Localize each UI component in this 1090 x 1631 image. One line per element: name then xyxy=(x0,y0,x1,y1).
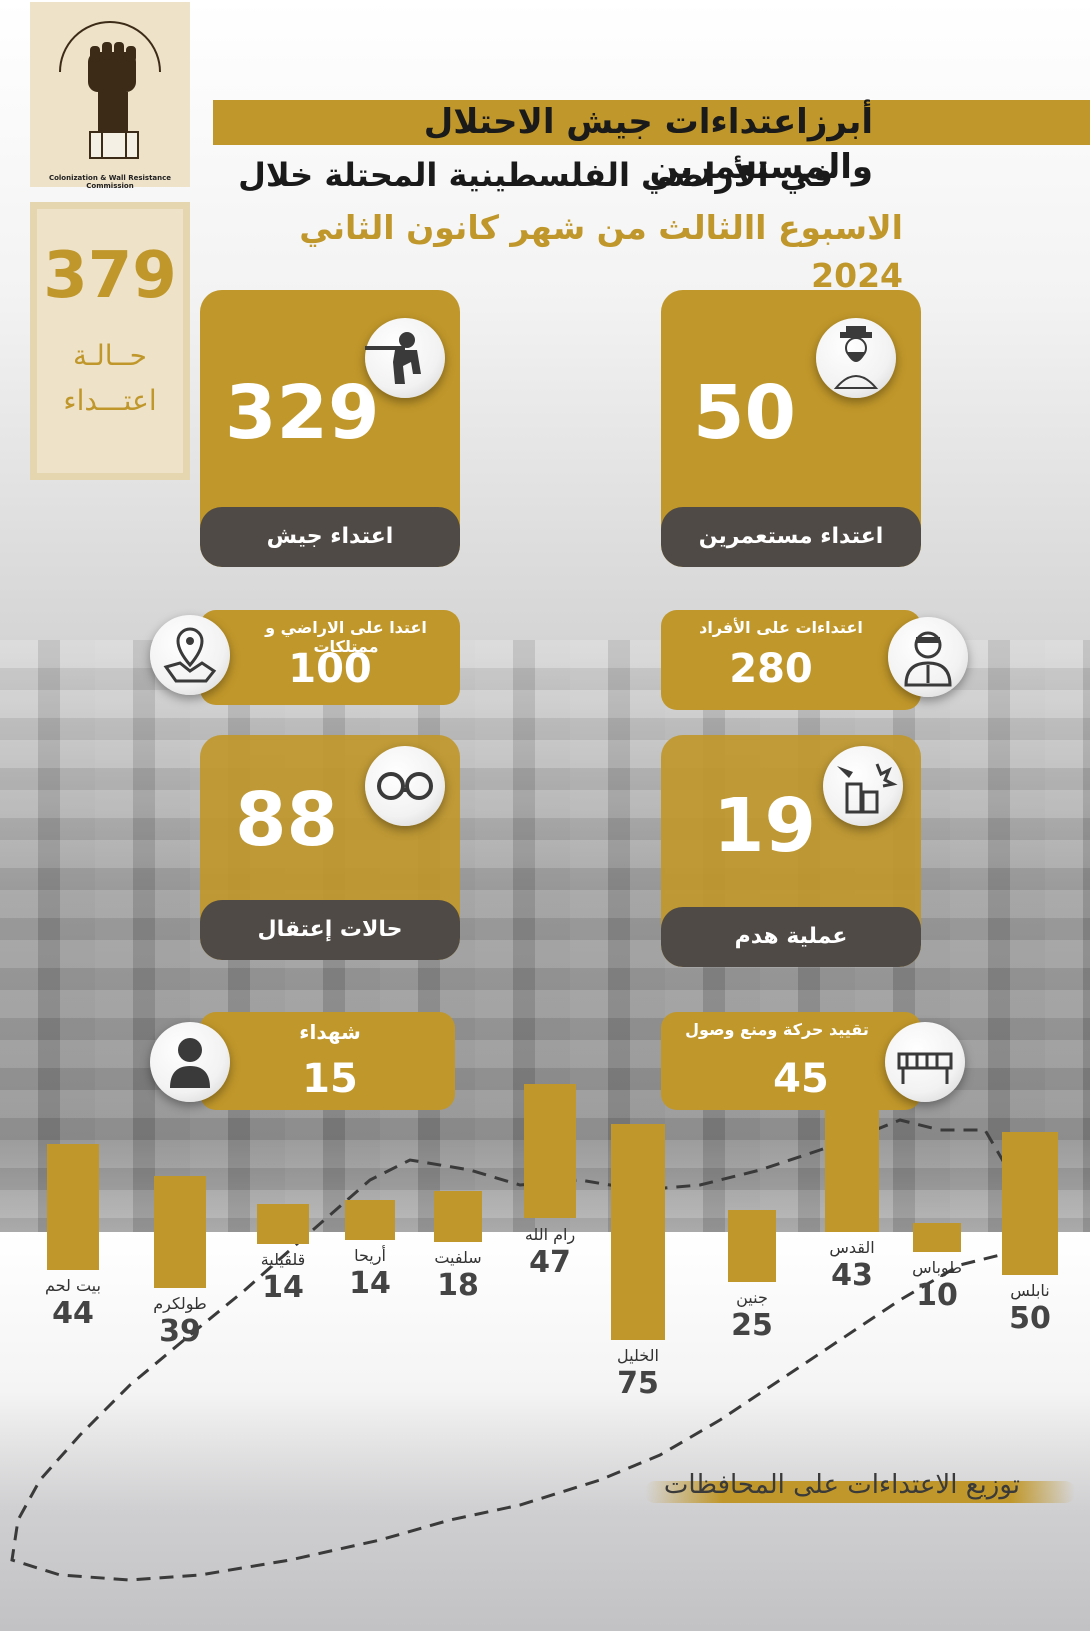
chart-category-label: طولكرم xyxy=(153,1293,207,1313)
chart-category-label: سلفيت xyxy=(434,1248,482,1268)
title-bar xyxy=(213,100,1090,145)
movement-restriction-label: تقييد حركة ومنع وصول xyxy=(685,1020,869,1039)
arrests-value: 88 xyxy=(235,777,338,863)
barrier-icon xyxy=(885,1022,965,1102)
person-icon xyxy=(150,1022,230,1102)
chart-category-label: طوباس xyxy=(912,1258,962,1278)
land-attacks-value: 100 xyxy=(288,646,372,692)
movement-restriction-card: تقييد حركة ومنع وصول 45 xyxy=(661,1012,921,1110)
chart-bar xyxy=(728,1210,776,1283)
land-attacks-label: اعتدا على الاراضي و ممتلكات xyxy=(265,618,427,656)
chart-bar xyxy=(434,1190,482,1243)
chart-bar xyxy=(524,1083,576,1219)
settler-attacks-label: اعتداء مستعمرين xyxy=(661,507,921,567)
map-pin-icon xyxy=(150,615,230,695)
chart-value-label: 75 xyxy=(617,1365,659,1401)
soldier-icon xyxy=(365,318,445,398)
chart-value-label: 25 xyxy=(731,1308,773,1344)
title-line1: أبرزاعتداءات جيش الاحتلال والمستعمرين xyxy=(423,102,873,187)
army-attacks-value: 329 xyxy=(225,370,380,456)
demolition-icon xyxy=(823,746,903,826)
chart-bar xyxy=(345,1199,395,1241)
total-label-line1: حــالـة xyxy=(73,339,147,372)
chart-category-label: رام الله xyxy=(524,1224,576,1244)
title-line2: في الأراضي الفلسطينية المحتلة خلال xyxy=(238,156,833,194)
movement-restriction-value: 45 xyxy=(773,1056,829,1102)
chart-bar xyxy=(611,1124,665,1340)
total-label-line2: اعتـــداء xyxy=(63,384,157,417)
arrests-label: حالات إعتقال xyxy=(200,900,460,960)
logo-english-name: Colonization & Wall Resistance Commissio… xyxy=(48,174,172,190)
settler-icon xyxy=(816,318,896,398)
chart-bar xyxy=(257,1203,309,1245)
chart-value-label: 44 xyxy=(52,1295,94,1331)
land-attacks-card: اعتدا على الاراضي و ممتلكات 100 xyxy=(200,610,460,705)
individual-attacks-label: اعتداءات على الأفراد xyxy=(699,618,863,637)
injured-person-icon xyxy=(888,617,968,697)
army-attacks-label: اعتداء جيش xyxy=(200,507,460,567)
martyrs-value: 15 xyxy=(302,1056,358,1102)
chart-value-label: 47 xyxy=(529,1244,571,1280)
chart-value-label: 10 xyxy=(916,1278,958,1314)
demolition-card: 19 عملية هدم xyxy=(661,735,921,967)
individual-attacks-value: 280 xyxy=(729,646,813,692)
raised-fist-icon xyxy=(59,21,161,159)
map-background xyxy=(0,1232,1090,1631)
commission-logo: Colonization & Wall Resistance Commissio… xyxy=(30,2,190,190)
chart-bar xyxy=(825,1108,879,1232)
chart-title-brush xyxy=(645,1481,1075,1503)
chart-value-label: 39 xyxy=(159,1313,201,1349)
martyrs-card: شهداء 15 xyxy=(200,1012,455,1110)
title-line3: الاسبوع االثالث من شهر كانون الثاني 2024 xyxy=(299,208,903,295)
settler-attacks-value: 50 xyxy=(693,370,796,456)
chart-value-label: 14 xyxy=(349,1266,391,1302)
chart-category-label: نابلس xyxy=(1010,1281,1050,1301)
total-incidents-value: 379 xyxy=(43,239,177,313)
total-incidents-box: 379 حــالـة اعتـــداء xyxy=(30,202,190,480)
chart-category-label: جنين xyxy=(736,1288,768,1308)
chart-bar xyxy=(154,1176,206,1288)
demolition-value: 19 xyxy=(713,783,816,869)
chart-bar xyxy=(913,1223,961,1253)
chart-value-label: 18 xyxy=(437,1268,479,1304)
chart-value-label: 50 xyxy=(1009,1301,1051,1337)
chart-value-label: 14 xyxy=(262,1270,304,1306)
chart-category-label: أريحا xyxy=(354,1246,386,1266)
handcuffs-icon xyxy=(365,746,445,826)
chart-bar xyxy=(1002,1131,1058,1276)
chart-category-label: قلقيلية xyxy=(260,1250,306,1270)
chart-bar xyxy=(47,1143,99,1270)
chart-category-label: بيت لحم xyxy=(45,1275,101,1295)
chart-value-label: 43 xyxy=(831,1258,873,1293)
demolition-label: عملية هدم xyxy=(661,907,921,967)
chart-title: توزيع الاعتداءات على المحافظات xyxy=(663,1470,1020,1500)
martyrs-label: شهداء xyxy=(299,1020,361,1044)
chart-category-label: القدس xyxy=(829,1238,875,1257)
individual-attacks-card: اعتداءات على الأفراد 280 xyxy=(661,610,921,710)
chart-category-label: الخليل xyxy=(617,1345,659,1365)
